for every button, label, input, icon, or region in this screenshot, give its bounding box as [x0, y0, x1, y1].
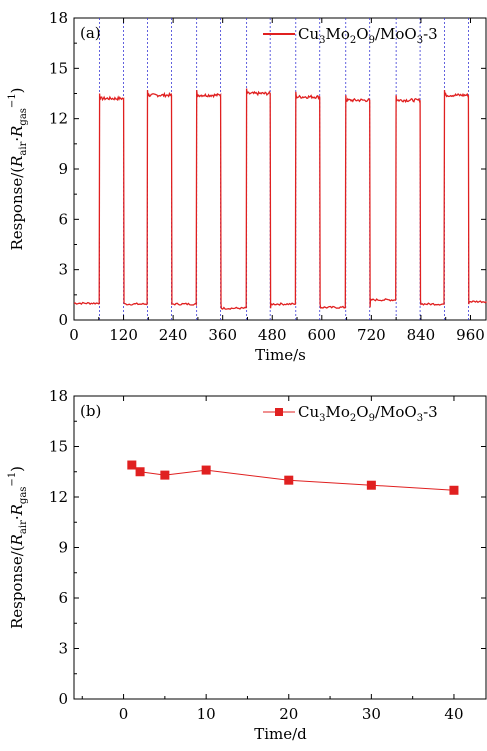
y-axis-label: Response/(Rair·Rgas−1): [7, 466, 29, 629]
y-label-sub: gas: [18, 487, 29, 505]
legend-label-part-0: Cu: [298, 25, 319, 43]
panel-a: 0 3 6 9 12 15 18 0 120 240 360 480 600 720 840 960 Time/…: [7, 9, 487, 364]
legend-marker: [275, 408, 283, 416]
legend-label-part-1: 3: [319, 35, 325, 46]
x-tick-label-7: 840: [407, 326, 436, 344]
y-label-part: ): [8, 466, 26, 472]
data-point-3: [201, 465, 211, 475]
data-point-4: [284, 475, 294, 485]
legend-label-part-5: 9: [369, 413, 375, 424]
panel-label: (a): [80, 24, 101, 42]
y-tick-label-2: 6: [58, 589, 68, 607]
series-line: [73, 88, 487, 310]
legend-label-part-3: 2: [350, 35, 356, 46]
legend-label-part-1: 3: [319, 413, 325, 424]
data-point-6: [449, 485, 459, 495]
x-axis-label: Time/s: [255, 346, 306, 364]
x-tick-label-4: 40: [444, 705, 463, 723]
legend-label-part-3: 2: [350, 413, 356, 424]
legend-label: Cu3Mo2O9/MoO3-3: [298, 25, 438, 46]
plot-frame: [73, 395, 487, 700]
x-tick-label-6: 720: [357, 326, 386, 344]
x-tick-label-1: 120: [109, 326, 138, 344]
data-point-0: [127, 460, 137, 470]
panel-label: (b): [80, 402, 101, 420]
y-axis-label: Response/(Rair·Rgas−1): [7, 87, 29, 250]
legend-label-part-7: 3: [417, 413, 423, 424]
y-tick-label-2: 6: [58, 210, 68, 228]
y-tick-label-0: 0: [58, 311, 68, 329]
legend-label-part-2: Mo: [326, 403, 350, 421]
legend-label-part-8: -3: [423, 403, 438, 421]
y-tick-label-6: 18: [49, 387, 68, 405]
x-tick-label-1: 10: [197, 705, 216, 723]
legend-label-part-5: 9: [369, 35, 375, 46]
legend-label-part-6: /MoO: [375, 403, 417, 421]
legend-label-part-2: Mo: [326, 25, 350, 43]
y-label-sub: air: [18, 520, 29, 534]
legend-label-part-0: Cu: [298, 403, 319, 421]
data-point-5: [366, 480, 376, 490]
y-tick-label-5: 15: [49, 438, 68, 456]
x-tick-label-0: 0: [119, 705, 129, 723]
legend-label-part-6: /MoO: [375, 25, 417, 43]
y-tick-label-1: 3: [58, 640, 68, 658]
x-tick-label-2: 20: [279, 705, 298, 723]
y-tick-label-6: 18: [49, 9, 68, 27]
x-axis-label: Time/d: [254, 725, 307, 743]
y-label-part: ·: [8, 137, 26, 142]
x-tick-label-4: 480: [258, 326, 287, 344]
y-tick-label-0: 0: [58, 690, 68, 708]
y-label-part: ·: [8, 515, 26, 520]
y-tick-label-4: 12: [49, 488, 68, 506]
y-label-sub: air: [18, 141, 29, 155]
x-tick-label-2: 240: [159, 326, 188, 344]
y-label-part: ): [8, 87, 26, 93]
y-label-part: Response/(: [8, 545, 26, 629]
data-point-2: [160, 470, 170, 480]
y-tick-label-1: 3: [58, 261, 68, 279]
x-tick-label-8: 960: [456, 326, 485, 344]
y-label-sup: −1: [7, 93, 18, 108]
y-tick-label-3: 9: [58, 539, 68, 557]
plot-frame: [73, 17, 487, 321]
y-label-part: R: [8, 504, 26, 516]
y-tick-label-3: 9: [58, 160, 68, 178]
data-point-1: [135, 467, 145, 477]
legend-label-part-4: O: [356, 403, 368, 421]
legend-label-part-8: -3: [423, 25, 438, 43]
y-tick-label-5: 15: [49, 59, 68, 77]
x-tick-label-5: 600: [307, 326, 336, 344]
legend-label-part-7: 3: [417, 35, 423, 46]
legend-label: Cu3Mo2O9/MoO3-3: [298, 403, 438, 424]
y-label-part: R: [8, 156, 26, 168]
y-tick-label-4: 12: [49, 110, 68, 128]
y-label-sub: gas: [18, 108, 29, 126]
y-label-part: R: [8, 126, 26, 138]
x-tick-label-3: 30: [362, 705, 381, 723]
x-tick-label-3: 360: [208, 326, 237, 344]
legend-label-part-4: O: [356, 25, 368, 43]
x-tick-label-0: 0: [69, 326, 79, 344]
y-label-part: Response/(: [8, 167, 26, 251]
y-label-part: R: [8, 534, 26, 546]
y-label-sup: −1: [7, 472, 18, 487]
